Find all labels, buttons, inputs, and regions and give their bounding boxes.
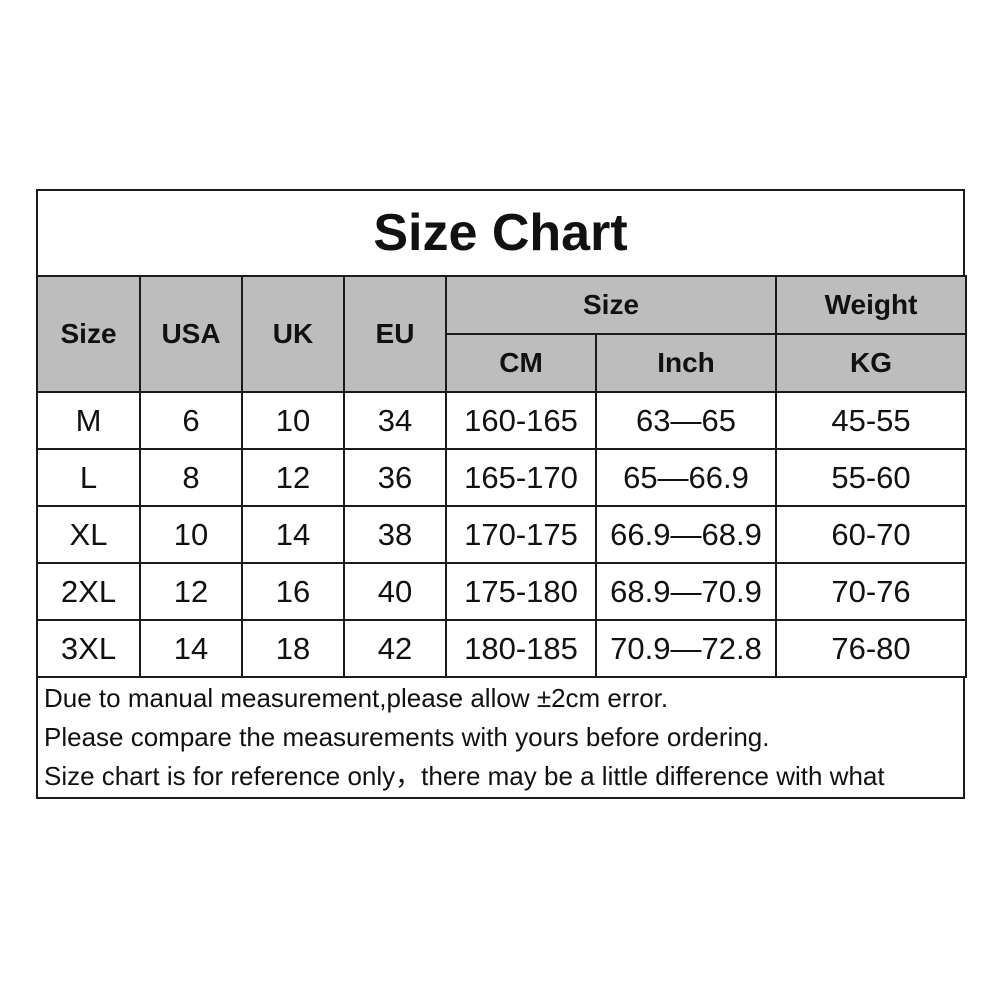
header-inch: Inch: [595, 333, 777, 393]
cell-inch: 63—65: [595, 391, 777, 450]
cell-inch: 65—66.9: [595, 448, 777, 507]
notes-box: Due to manual measurement,please allow ±…: [36, 676, 965, 799]
header-eu: EU: [343, 275, 447, 393]
cell-cm: 165-170: [445, 448, 597, 507]
title-box: Size Chart: [36, 189, 965, 277]
cell-cm: 160-165: [445, 391, 597, 450]
cell-kg: 60-70: [775, 505, 967, 564]
header-size-group: Size: [445, 275, 777, 335]
header-size: Size: [36, 275, 141, 393]
cell-eu: 34: [343, 391, 447, 450]
size-table: Size USA UK EU Size Weight CM Inch KG M …: [36, 275, 967, 678]
cell-usa: 6: [139, 391, 243, 450]
header-cm: CM: [445, 333, 597, 393]
cell-eu: 42: [343, 619, 447, 678]
cell-uk: 18: [241, 619, 345, 678]
cell-inch: 68.9—70.9: [595, 562, 777, 621]
cell-kg: 55-60: [775, 448, 967, 507]
cell-uk: 12: [241, 448, 345, 507]
cell-size: 2XL: [36, 562, 141, 621]
note-measurement-error: Due to manual measurement,please allow ±…: [44, 683, 669, 713]
cell-uk: 14: [241, 505, 345, 564]
table-row-l: L 8 12 36 165-170 65—66.9 55-60: [36, 448, 967, 507]
cell-size: 3XL: [36, 619, 141, 678]
header-row-1: Size USA UK EU Size Weight: [36, 275, 967, 393]
header-kg: KG: [775, 333, 967, 393]
cell-size: XL: [36, 505, 141, 564]
cell-eu: 36: [343, 448, 447, 507]
note-reference-only: Size chart is for reference only，there m…: [44, 761, 885, 791]
cell-size: M: [36, 391, 141, 450]
header-usa: USA: [139, 275, 243, 393]
cell-usa: 10: [139, 505, 243, 564]
cell-size: L: [36, 448, 141, 507]
cell-usa: 12: [139, 562, 243, 621]
cell-cm: 175-180: [445, 562, 597, 621]
table-row-2xl: 2XL 12 16 40 175-180 68.9—70.9 70-76: [36, 562, 967, 621]
header-row-2: CM Inch KG: [37, 333, 967, 393]
cell-kg: 45-55: [775, 391, 967, 450]
cell-usa: 8: [139, 448, 243, 507]
cell-eu: 38: [343, 505, 447, 564]
cell-cm: 170-175: [445, 505, 597, 564]
cell-eu: 40: [343, 562, 447, 621]
table-row-3xl: 3XL 14 18 42 180-185 70.9—72.8 76-80: [36, 619, 967, 678]
cell-cm: 180-185: [445, 619, 597, 678]
table-row-m: M 6 10 34 160-165 63—65 45-55: [36, 391, 967, 450]
table-row-xl: XL 10 14 38 170-175 66.9—68.9 60-70: [36, 505, 967, 564]
cell-uk: 10: [241, 391, 345, 450]
cell-usa: 14: [139, 619, 243, 678]
header-weight: Weight: [775, 275, 967, 335]
cell-inch: 66.9—68.9: [595, 505, 777, 564]
header-uk: UK: [241, 275, 345, 393]
cell-uk: 16: [241, 562, 345, 621]
cell-kg: 70-76: [775, 562, 967, 621]
note-compare-measurements: Please compare the measurements with you…: [44, 722, 770, 752]
size-chart: Size Chart Size USA UK EU Size Weigh: [36, 189, 967, 799]
page-title: Size Chart: [373, 204, 628, 262]
cell-kg: 76-80: [775, 619, 967, 678]
cell-inch: 70.9—72.8: [595, 619, 777, 678]
